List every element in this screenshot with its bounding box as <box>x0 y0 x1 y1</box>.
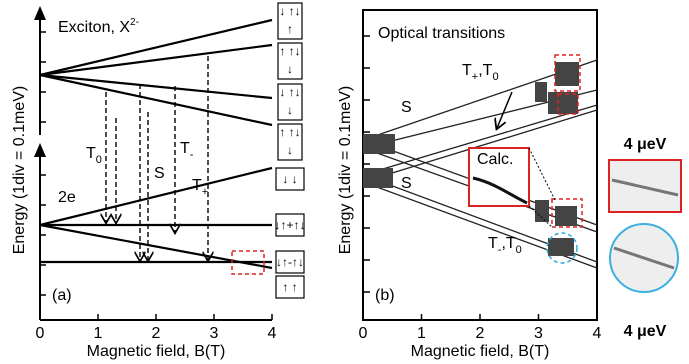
x-label: Magnetic field, B(T) <box>87 343 226 360</box>
spin-state: ↓↑+↑↓ <box>274 218 305 232</box>
title: Exciton, X2- <box>58 17 139 36</box>
x-tick-label: 3 <box>210 325 219 342</box>
x-tick-label: 2 <box>152 325 161 342</box>
panel-label: (a) <box>52 287 72 304</box>
spin-state: ↑ <box>287 22 293 36</box>
transition-main: T <box>180 140 190 157</box>
x-label: Magnetic field, B(T) <box>411 343 550 360</box>
panel-label: (b) <box>375 287 395 304</box>
x-tick-label: 0 <box>359 325 368 342</box>
spin-state: ↓↑-↑↓ <box>276 255 304 269</box>
levels <box>40 20 272 268</box>
transition-label: T- <box>180 140 194 161</box>
transition-sub: 0 <box>96 154 102 166</box>
transition-main: S <box>154 165 165 182</box>
label: S <box>401 99 412 116</box>
x-tick-label: 3 <box>534 325 543 342</box>
transition-label: T+ <box>192 177 208 198</box>
spin-state: ↑ ↑↓ <box>279 125 300 139</box>
transition-label: S <box>154 165 165 182</box>
linewidth-label: 4 μeV <box>624 323 667 340</box>
spin-state: ↓ <box>287 143 293 157</box>
x-tick-label: 4 <box>593 325 602 342</box>
spin-state: ↑ ↑↓ <box>279 44 300 58</box>
transition-sub: + <box>202 186 208 198</box>
spin-state: ↓ <box>287 103 293 117</box>
transition-main: T <box>86 145 96 162</box>
x-tick-label: 0 <box>36 325 45 342</box>
transition-main: T <box>192 177 202 194</box>
figure: Exciton, X2- 2e (a) Magnetic field, B(T)… <box>0 0 689 364</box>
transition-sub: - <box>190 149 194 161</box>
y-label: Energy (1div = 0.1meV) <box>337 86 354 255</box>
label: 2e <box>58 189 76 206</box>
panel-b: Calc. Optical transitions T+,T0 S S T-,T… <box>337 10 597 360</box>
spin-state: ↓ ↑↓ <box>279 85 300 99</box>
label: S <box>401 175 412 192</box>
inset-label: Calc. <box>477 151 513 168</box>
linewidth-label: 4 μeV <box>624 136 667 153</box>
spin-state: ↓ ↓ <box>282 172 297 186</box>
spin-state: ↓ ↑↓ <box>279 4 300 18</box>
spin-state: ↓ <box>287 62 293 76</box>
title: Optical transitions <box>378 25 505 42</box>
x-tick-label: 1 <box>417 325 426 342</box>
spin-state: ↑ ↑ <box>282 280 297 294</box>
x-tick-label: 1 <box>94 325 103 342</box>
linewidth-insets: 4 μeV 4 μeV <box>609 136 681 340</box>
transition-label: T0 <box>86 145 102 166</box>
y-label: Energy (1div = 0.1meV) <box>11 86 28 255</box>
x-tick-label: 2 <box>476 325 485 342</box>
x-tick-label: 4 <box>268 325 277 342</box>
